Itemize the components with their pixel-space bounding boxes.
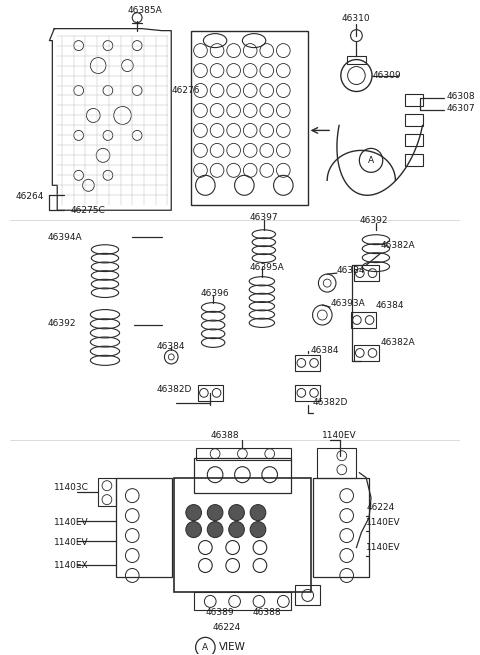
Circle shape: [207, 504, 223, 521]
Text: 46394A: 46394A: [48, 233, 82, 242]
Text: A: A: [368, 156, 374, 165]
Circle shape: [250, 504, 266, 521]
Bar: [198, 385, 223, 401]
Text: 46384: 46384: [376, 301, 405, 310]
Text: 1140EV: 1140EV: [54, 538, 89, 547]
Text: 46224: 46224: [213, 623, 241, 632]
Text: 1140EV: 1140EV: [366, 543, 401, 552]
Bar: [193, 458, 291, 493]
Text: 46384: 46384: [156, 343, 185, 352]
Text: 46382D: 46382D: [156, 385, 192, 394]
Text: 1140EV: 1140EV: [322, 431, 357, 440]
Circle shape: [229, 504, 244, 521]
Text: 46385A: 46385A: [127, 6, 162, 15]
Text: 1140EX: 1140EX: [54, 561, 89, 570]
Circle shape: [186, 504, 202, 521]
Text: 46395A: 46395A: [249, 263, 284, 272]
Bar: [312, 477, 369, 578]
Text: VIEW: VIEW: [219, 643, 246, 652]
Text: 1140EV: 1140EV: [54, 518, 89, 527]
Bar: [405, 155, 423, 166]
Text: 46397: 46397: [249, 213, 278, 222]
Text: 46388: 46388: [210, 431, 239, 440]
Bar: [405, 134, 423, 146]
Bar: [295, 355, 320, 371]
Bar: [353, 265, 379, 281]
Text: 46393A: 46393A: [330, 299, 365, 308]
Circle shape: [250, 521, 266, 538]
Bar: [116, 477, 172, 578]
Text: 46264: 46264: [15, 192, 44, 201]
Text: 46382D: 46382D: [312, 398, 348, 407]
Text: 46224: 46224: [366, 503, 395, 512]
Text: 46384: 46384: [311, 346, 339, 356]
Bar: [347, 56, 366, 64]
Text: 1140EV: 1140EV: [366, 518, 401, 527]
Circle shape: [207, 521, 223, 538]
Circle shape: [229, 521, 244, 538]
Bar: [353, 345, 379, 361]
Text: 46309: 46309: [373, 71, 402, 80]
Bar: [295, 586, 320, 605]
Text: 46382A: 46382A: [381, 240, 415, 250]
Bar: [295, 385, 320, 401]
Text: 46310: 46310: [342, 14, 371, 23]
Text: 46389: 46389: [205, 608, 234, 617]
Bar: [193, 592, 291, 610]
Bar: [317, 448, 357, 477]
Bar: [405, 115, 423, 126]
Text: 46382A: 46382A: [381, 339, 415, 347]
Text: 46384: 46384: [337, 266, 365, 274]
Text: 46308: 46308: [446, 92, 475, 101]
Text: 46275C: 46275C: [71, 206, 106, 215]
Bar: [98, 477, 116, 506]
Bar: [350, 312, 376, 328]
Bar: [191, 31, 308, 205]
Text: 46307: 46307: [446, 104, 475, 113]
Circle shape: [186, 521, 202, 538]
Bar: [405, 94, 423, 107]
Text: 46396: 46396: [201, 289, 229, 297]
Text: A: A: [202, 643, 208, 652]
Text: 46276: 46276: [171, 86, 200, 95]
Text: 11403C: 11403C: [54, 483, 89, 492]
Text: 46392: 46392: [48, 318, 76, 328]
Bar: [196, 448, 291, 460]
Text: 46392: 46392: [360, 215, 388, 225]
Bar: [174, 477, 311, 592]
Text: 46388: 46388: [252, 608, 281, 617]
